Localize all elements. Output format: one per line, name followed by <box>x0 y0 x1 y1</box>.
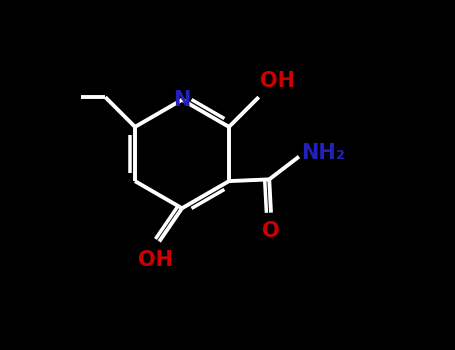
Text: OH: OH <box>138 250 173 270</box>
Text: O: O <box>262 221 280 241</box>
Text: OH: OH <box>260 71 295 91</box>
Text: N: N <box>173 90 191 110</box>
Text: NH₂: NH₂ <box>301 143 344 163</box>
